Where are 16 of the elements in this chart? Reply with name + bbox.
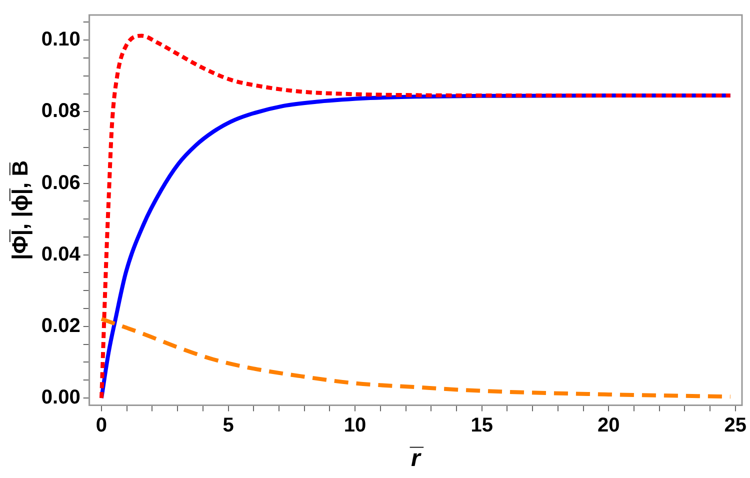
x-tick-label: 15 <box>470 414 493 437</box>
line-series <box>99 316 732 399</box>
line-series <box>99 34 732 400</box>
x-tick-label: 5 <box>222 414 234 437</box>
x-axis-title: r̅ <box>409 445 424 472</box>
y-tick-label: 0.02 <box>41 314 80 337</box>
y-tick-label: 0.08 <box>41 100 80 122</box>
y-tick-label: 0.10 <box>41 28 80 51</box>
x-tick-label: 10 <box>344 414 366 437</box>
y-tick-label: 0.04 <box>41 243 82 266</box>
y-tick-label: 0.06 <box>41 172 80 194</box>
x-tick-label: 20 <box>598 414 620 437</box>
y-tick-label: 0.00 <box>41 386 80 409</box>
x-tick-label: 25 <box>724 414 747 437</box>
y-axis-title: |Φ̅|, |ϕ̅|, B̅ <box>7 160 32 260</box>
x-tick-label: 0 <box>96 414 108 437</box>
